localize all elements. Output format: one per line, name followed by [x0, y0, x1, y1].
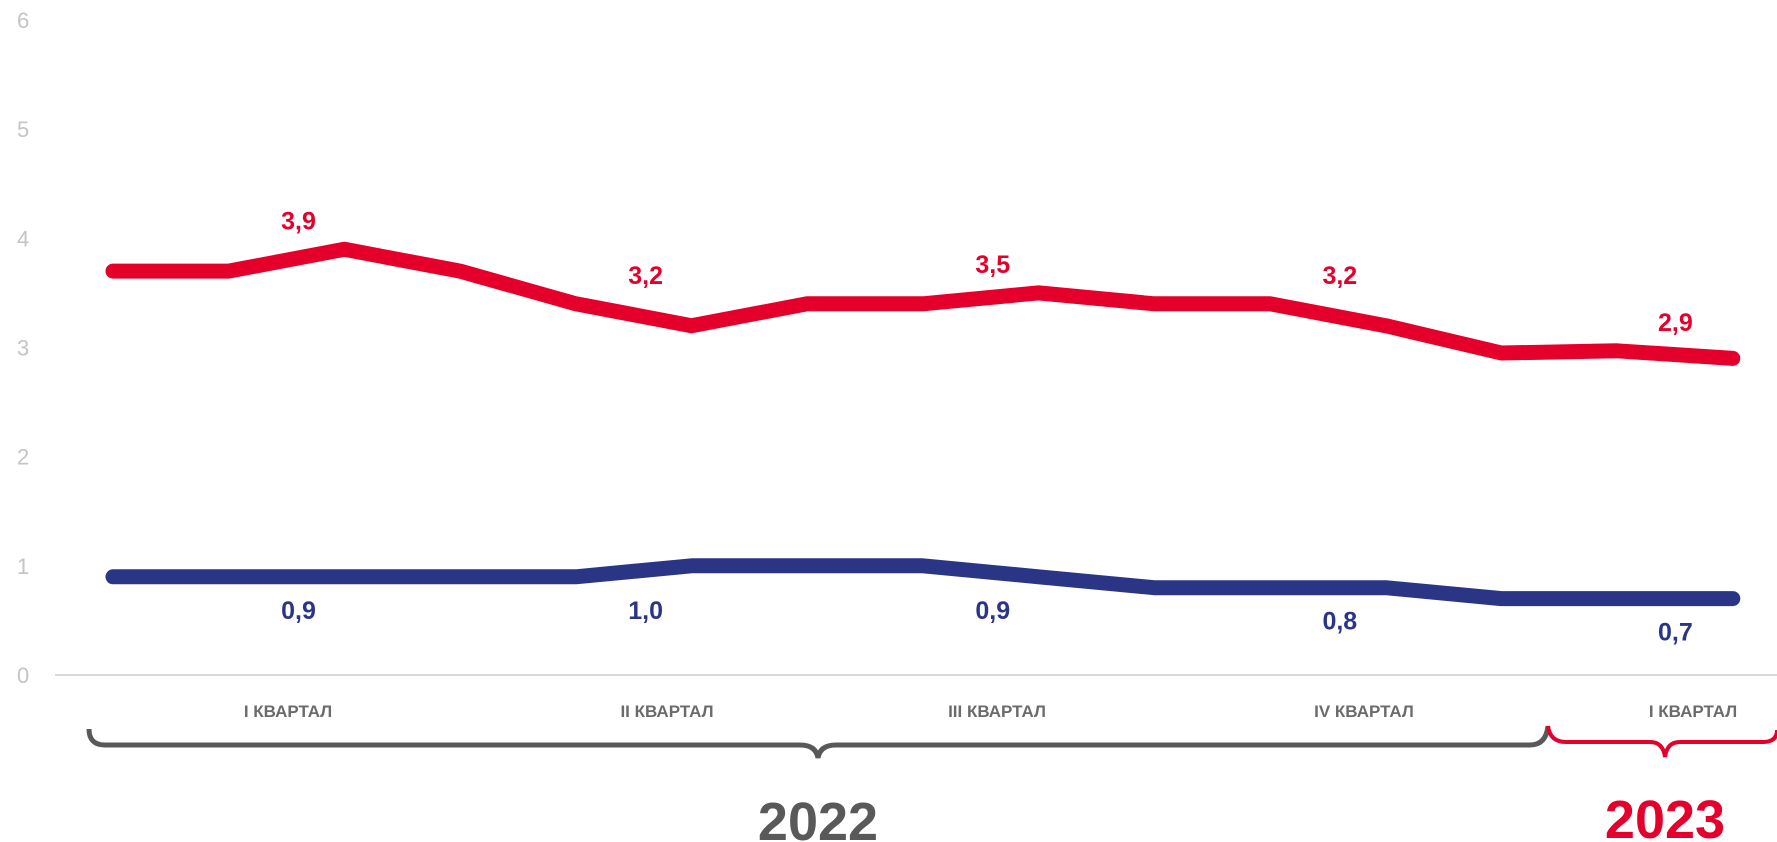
y-axis-ticks: 0 1 2 3 4 5 6: [17, 8, 29, 688]
blue-data-label: 0,7: [1658, 619, 1693, 647]
quarter-label: IV КВАРТАЛ: [1314, 702, 1414, 721]
quarter-label: III КВАРТАЛ: [948, 702, 1046, 721]
red-data-label: 3,9: [281, 207, 316, 235]
quarter-label: I КВАРТАЛ: [244, 702, 332, 721]
blue-data-label: 0,9: [975, 597, 1010, 625]
red-data-label: 2,9: [1658, 309, 1693, 337]
year-label-2022: 2022: [758, 792, 878, 842]
year-label-2023: 2023: [1605, 790, 1725, 842]
year-bracket-2022: [86, 725, 1551, 759]
blue-data-label: 1,0: [628, 597, 663, 625]
y-tick-label: 3: [17, 336, 29, 361]
quarter-labels: I КВАРТАЛ II КВАРТАЛ III КВАРТАЛ IV КВАРТАЛ…: [244, 702, 1737, 721]
year-bracket-2023: [1546, 725, 1777, 758]
quarter-label: II КВАРТАЛ: [620, 702, 713, 721]
blue-data-label: 0,8: [1322, 608, 1357, 636]
y-tick-label: 2: [17, 445, 29, 470]
red-data-label: 3,5: [975, 251, 1010, 279]
blue-series-line: [105, 558, 1741, 607]
y-tick-label: 5: [17, 117, 29, 142]
blue-data-label: 0,9: [281, 597, 316, 625]
red-series-line: [105, 241, 1741, 366]
quarter-label: I КВАРТАЛ: [1649, 702, 1737, 721]
y-tick-label: 1: [17, 554, 29, 579]
y-tick-label: 0: [17, 663, 29, 688]
y-tick-label: 4: [17, 226, 29, 251]
red-data-label: 3,2: [1322, 262, 1357, 290]
data-labels: 3,9 3,2 3,5 3,2 2,9 0,9 1,0 0,9 0,8 0,7: [281, 207, 1693, 646]
red-data-label: 3,2: [628, 262, 663, 290]
y-tick-label: 6: [17, 8, 29, 33]
series-lines: [105, 241, 1741, 607]
